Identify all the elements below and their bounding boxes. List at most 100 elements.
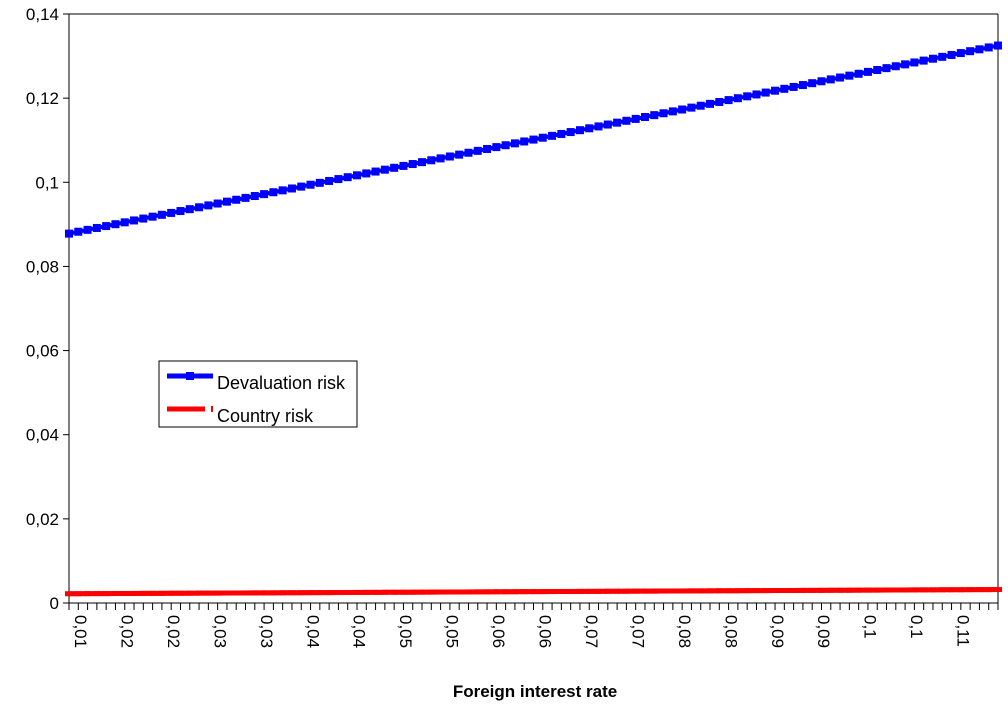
- y-tick-label: 0,04: [26, 426, 59, 445]
- data-point: [325, 590, 334, 596]
- data-point: [399, 161, 408, 170]
- data-point: [928, 587, 937, 593]
- x-tick-label: 0,09: [768, 615, 787, 648]
- data-point: [743, 92, 752, 101]
- data-point: [863, 587, 872, 593]
- data-point: [334, 175, 343, 184]
- data-point: [650, 588, 659, 594]
- series-devaluation-risk: [65, 41, 1002, 238]
- data-point: [185, 205, 194, 214]
- data-point: [297, 590, 306, 596]
- data-point: [640, 113, 649, 122]
- data-point: [538, 133, 547, 142]
- data-point: [408, 160, 417, 169]
- data-point: [315, 590, 324, 596]
- x-tick-label: 0,07: [582, 615, 601, 648]
- data-point: [510, 589, 519, 595]
- data-point: [557, 129, 566, 138]
- data-point: [362, 169, 371, 178]
- legend-marker-devaluation-risk: [186, 372, 194, 380]
- data-point: [232, 195, 241, 204]
- data-point: [343, 173, 352, 182]
- data-point: [975, 45, 984, 54]
- data-point: [390, 163, 399, 172]
- data-point: [222, 590, 231, 596]
- y-tick-label: 0: [50, 594, 59, 613]
- data-point: [668, 107, 677, 116]
- data-point: [492, 589, 501, 595]
- data-point: [269, 590, 278, 596]
- data-point: [269, 188, 278, 197]
- data-point: [287, 184, 296, 193]
- data-point: [575, 588, 584, 594]
- data-point: [994, 587, 1002, 593]
- data-point: [167, 590, 176, 596]
- data-point: [817, 587, 826, 593]
- data-point: [845, 71, 854, 80]
- data-point: [575, 126, 584, 135]
- data-point: [603, 120, 612, 129]
- data-point: [752, 90, 761, 99]
- data-point: [808, 79, 817, 88]
- x-tick-label: 0,02: [117, 615, 136, 648]
- data-point: [92, 591, 101, 597]
- data-point: [678, 105, 687, 114]
- data-point: [845, 587, 854, 593]
- data-point: [278, 186, 287, 195]
- data-point: [938, 52, 947, 61]
- data-point: [427, 156, 436, 165]
- data-point: [501, 589, 510, 595]
- data-point: [306, 590, 315, 596]
- data-point: [966, 587, 975, 593]
- data-point: [445, 152, 454, 161]
- data-point: [557, 589, 566, 595]
- data-point: [195, 590, 204, 596]
- data-point: [74, 227, 83, 236]
- x-tick-label: 0,1: [861, 615, 880, 639]
- data-point: [687, 103, 696, 112]
- x-tick-label: 0,07: [628, 615, 647, 648]
- data-point: [873, 66, 882, 75]
- data-point: [659, 109, 668, 118]
- data-point: [74, 591, 83, 597]
- data-point: [594, 588, 603, 594]
- data-point: [966, 47, 975, 56]
- y-tick-label: 0,14: [26, 5, 59, 24]
- data-point: [798, 81, 807, 90]
- data-point: [380, 589, 389, 595]
- data-point: [436, 589, 445, 595]
- x-tick-label: 0,04: [303, 615, 322, 648]
- data-point: [538, 589, 547, 595]
- data-point: [371, 167, 380, 176]
- data-point: [204, 590, 213, 596]
- data-point: [250, 590, 259, 596]
- y-tick-label: 0,06: [26, 342, 59, 361]
- data-point: [520, 589, 529, 595]
- data-point: [622, 588, 631, 594]
- data-point: [771, 588, 780, 594]
- data-point: [92, 223, 101, 232]
- data-point: [65, 229, 73, 238]
- data-point: [585, 124, 594, 133]
- legend-marker-country-risk: [211, 406, 213, 412]
- data-point: [548, 589, 557, 595]
- data-point: [928, 54, 937, 63]
- data-point: [854, 587, 863, 593]
- data-point: [984, 587, 993, 593]
- x-tick-label: 0,06: [489, 615, 508, 648]
- data-point: [102, 222, 111, 231]
- data-point: [418, 158, 427, 167]
- data-point: [102, 591, 111, 597]
- data-point: [585, 588, 594, 594]
- data-point: [306, 180, 315, 189]
- data-point: [780, 84, 789, 93]
- data-point: [687, 588, 696, 594]
- data-point: [520, 137, 529, 146]
- data-point: [836, 73, 845, 82]
- data-point: [668, 588, 677, 594]
- y-tick-label: 0,08: [26, 257, 59, 276]
- x-tick-label: 0,06: [536, 615, 555, 648]
- data-point: [232, 590, 241, 596]
- data-point: [157, 590, 166, 596]
